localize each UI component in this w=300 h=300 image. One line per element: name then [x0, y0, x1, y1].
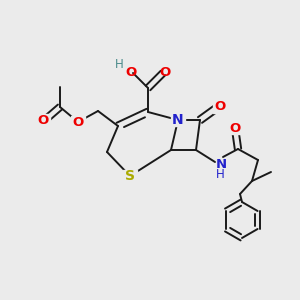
Bar	[123, 170, 137, 182]
Text: O: O	[72, 116, 84, 128]
Text: O: O	[159, 65, 171, 79]
Text: S: S	[125, 169, 135, 183]
Text: O: O	[125, 65, 136, 79]
Text: O: O	[230, 122, 241, 134]
Text: N: N	[172, 113, 184, 127]
Text: O: O	[214, 100, 226, 113]
Bar	[71, 116, 85, 128]
Bar	[213, 101, 227, 113]
Text: N: N	[216, 158, 227, 170]
Text: H: H	[216, 169, 225, 182]
Text: H: H	[115, 58, 123, 71]
Bar	[228, 122, 242, 134]
Bar	[171, 114, 185, 126]
Bar	[36, 114, 50, 126]
Text: O: O	[38, 113, 49, 127]
